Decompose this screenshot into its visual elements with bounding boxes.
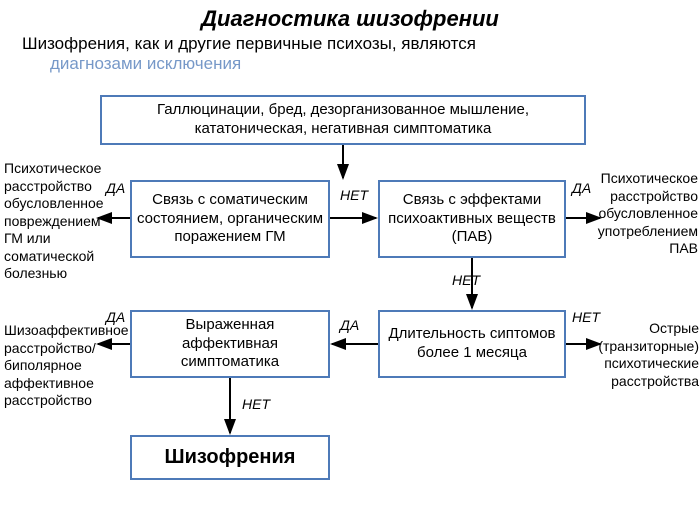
subtitle-line-2: диагнозами исключения: [0, 54, 700, 74]
edge-label-e7: НЕТ: [572, 309, 600, 325]
node-symptoms: Галлюцинации, бред, дезорганизованное мы…: [100, 95, 586, 145]
node-substance: Связь с эффектами психоактивных веществ …: [378, 180, 566, 258]
outcome-organic: Психотическое расстройство обусловленное…: [4, 160, 112, 283]
edge-label-e2: НЕТ: [340, 187, 368, 203]
edge-label-e5: ДА: [106, 309, 125, 325]
node-schizophrenia: Шизофрения: [130, 435, 330, 480]
outcome-transitory: Острые (транзиторные) психотические расс…: [595, 320, 699, 390]
edge-label-e6: ДА: [340, 317, 359, 333]
node-duration: Длительность сиптомов более 1 месяца: [378, 310, 566, 378]
edge-label-e4: НЕТ: [452, 272, 480, 288]
node-affective: Выраженная аффективная симптоматика: [130, 310, 330, 378]
edge-label-e1: ДА: [106, 180, 125, 196]
outcome-substance: Психотическое расстройство обусловленное…: [580, 170, 698, 258]
outcome-schizoaffective: Шизоаффективное расстройство/ биполярное…: [4, 322, 112, 410]
edge-label-e3: ДА: [572, 180, 591, 196]
subtitle-line-1: Шизофрения, как и другие первичные психо…: [0, 32, 700, 54]
edge-label-e8: НЕТ: [242, 396, 270, 412]
page-title: Диагностика шизофрении: [0, 0, 700, 32]
node-somatic: Связь с соматическим состоянием, органич…: [130, 180, 330, 258]
